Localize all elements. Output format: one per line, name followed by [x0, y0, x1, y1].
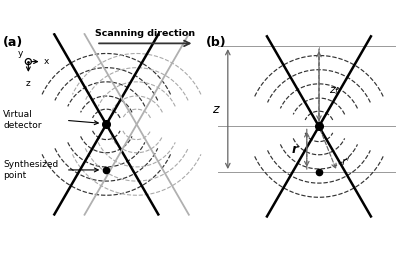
Text: z: z — [212, 102, 219, 116]
Text: $r'$: $r'$ — [341, 155, 350, 168]
Text: $z_f$: $z_f$ — [329, 86, 341, 97]
Text: x: x — [44, 57, 49, 66]
Text: Scanning direction: Scanning direction — [95, 29, 195, 38]
Text: r: r — [292, 143, 298, 156]
Text: Virtual
detector: Virtual detector — [3, 110, 42, 130]
Text: (b): (b) — [206, 36, 226, 49]
Text: (a): (a) — [3, 36, 23, 49]
Text: Synthesized
point: Synthesized point — [3, 160, 58, 180]
Text: y: y — [18, 48, 23, 58]
Text: z: z — [26, 79, 31, 88]
